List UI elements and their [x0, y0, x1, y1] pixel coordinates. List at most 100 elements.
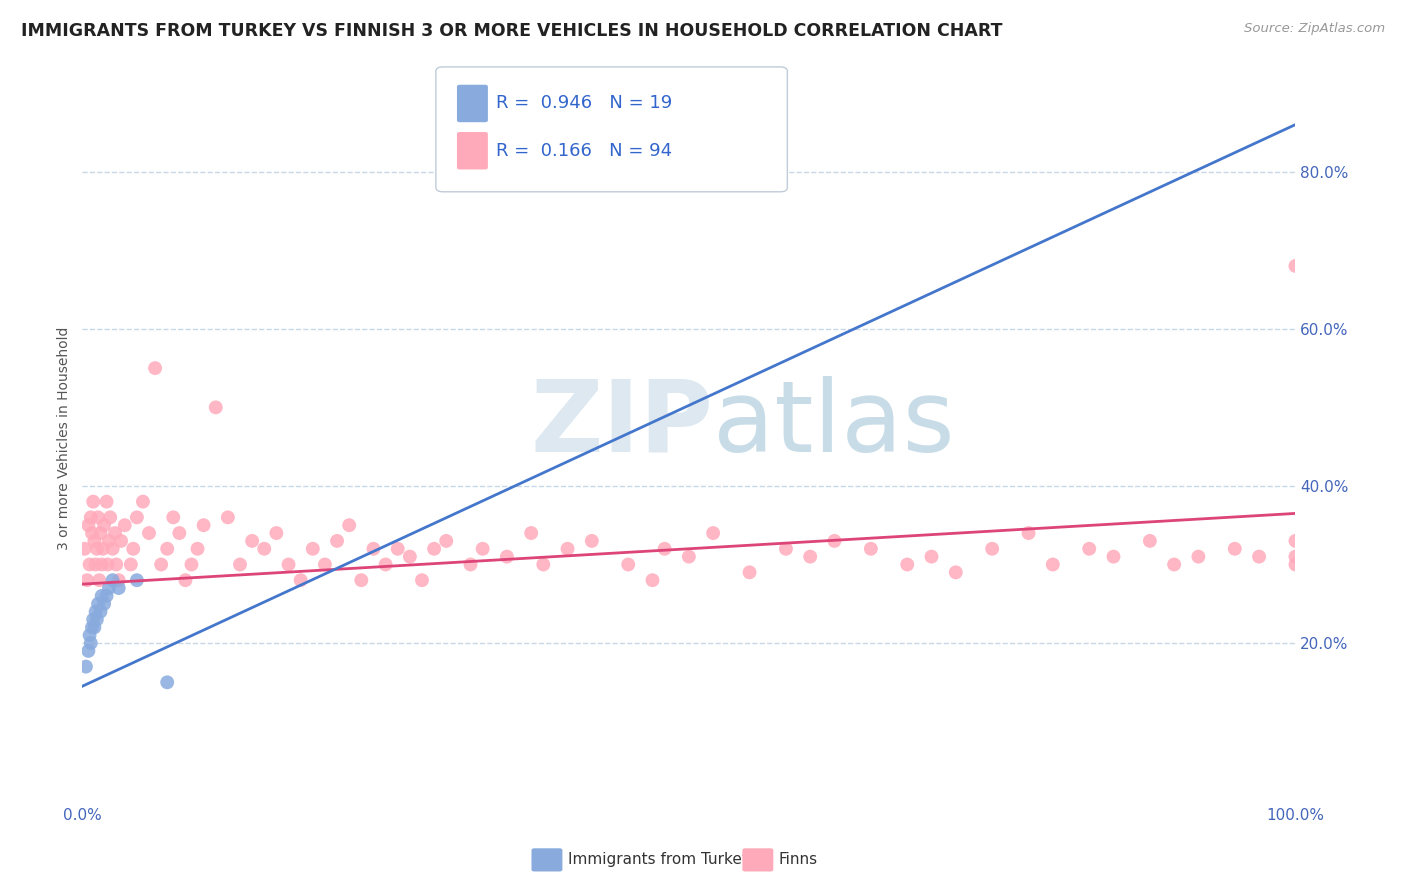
Point — [617, 558, 640, 572]
Text: R =  0.946   N = 19: R = 0.946 N = 19 — [496, 95, 672, 112]
Point — [75, 659, 97, 673]
Point — [114, 518, 136, 533]
Point — [96, 589, 118, 603]
Point — [90, 558, 112, 572]
Point — [162, 510, 184, 524]
Point — [1284, 533, 1306, 548]
Point — [1247, 549, 1270, 564]
Point — [775, 541, 797, 556]
Point — [89, 573, 111, 587]
Point — [156, 541, 179, 556]
Point — [86, 541, 108, 556]
Point — [1223, 541, 1246, 556]
Point — [86, 612, 108, 626]
Point — [411, 573, 433, 587]
Point — [80, 510, 103, 524]
Point — [174, 573, 197, 587]
Point — [80, 620, 103, 634]
Point — [557, 541, 579, 556]
Point — [169, 526, 191, 541]
Point — [76, 573, 98, 587]
Point — [301, 541, 323, 556]
Point — [1284, 549, 1306, 564]
Point — [702, 526, 724, 541]
Point — [125, 510, 148, 524]
Point — [79, 628, 101, 642]
Point — [186, 541, 208, 556]
Point — [896, 558, 918, 572]
Point — [107, 573, 129, 587]
Point — [981, 541, 1004, 556]
Point — [423, 541, 446, 556]
Point — [79, 558, 101, 572]
Point — [156, 675, 179, 690]
Point — [104, 526, 127, 541]
Point — [1102, 549, 1125, 564]
Point — [266, 526, 288, 541]
Point — [350, 573, 373, 587]
Point — [363, 541, 385, 556]
Point — [80, 526, 103, 541]
Point — [654, 541, 676, 556]
Point — [678, 549, 700, 564]
Point — [1042, 558, 1064, 572]
Point — [150, 558, 173, 572]
Point — [82, 612, 104, 626]
Point — [326, 533, 349, 548]
Point — [641, 573, 664, 587]
Point — [132, 494, 155, 508]
Point — [73, 541, 96, 556]
Point — [180, 558, 202, 572]
Point — [101, 541, 124, 556]
Point — [138, 526, 160, 541]
Point — [1163, 558, 1185, 572]
Point — [290, 573, 312, 587]
Text: IMMIGRANTS FROM TURKEY VS FINNISH 3 OR MORE VEHICLES IN HOUSEHOLD CORRELATION CH: IMMIGRANTS FROM TURKEY VS FINNISH 3 OR M… — [21, 22, 1002, 40]
Point — [387, 541, 409, 556]
Point — [1139, 533, 1161, 548]
Point — [82, 494, 104, 508]
Point — [337, 518, 360, 533]
Point — [1078, 541, 1101, 556]
Point — [105, 558, 128, 572]
Point — [110, 533, 132, 548]
Point — [859, 541, 882, 556]
Point — [434, 533, 457, 548]
Point — [193, 518, 215, 533]
Point — [253, 541, 276, 556]
Point — [921, 549, 943, 564]
Point — [217, 510, 239, 524]
Point — [87, 510, 110, 524]
Point — [581, 533, 603, 548]
Point — [125, 573, 148, 587]
Point — [738, 566, 761, 580]
Text: ZIP: ZIP — [530, 376, 713, 473]
Point — [77, 518, 100, 533]
Text: Source: ZipAtlas.com: Source: ZipAtlas.com — [1244, 22, 1385, 36]
Text: atlas: atlas — [713, 376, 955, 473]
Point — [460, 558, 482, 572]
Point — [1284, 558, 1306, 572]
Point — [83, 620, 105, 634]
Point — [89, 605, 111, 619]
Point — [97, 558, 120, 572]
Point — [277, 558, 299, 572]
Point — [1187, 549, 1209, 564]
Point — [531, 558, 554, 572]
Point — [799, 549, 821, 564]
Point — [77, 644, 100, 658]
Point — [87, 597, 110, 611]
Point — [471, 541, 494, 556]
Point — [823, 533, 845, 548]
Point — [520, 526, 543, 541]
Point — [84, 558, 107, 572]
Point — [120, 558, 142, 572]
Point — [496, 549, 519, 564]
Point — [229, 558, 252, 572]
Point — [398, 549, 420, 564]
Point — [1018, 526, 1040, 541]
Point — [91, 541, 114, 556]
Point — [945, 566, 967, 580]
Point — [98, 533, 121, 548]
Point — [96, 494, 118, 508]
